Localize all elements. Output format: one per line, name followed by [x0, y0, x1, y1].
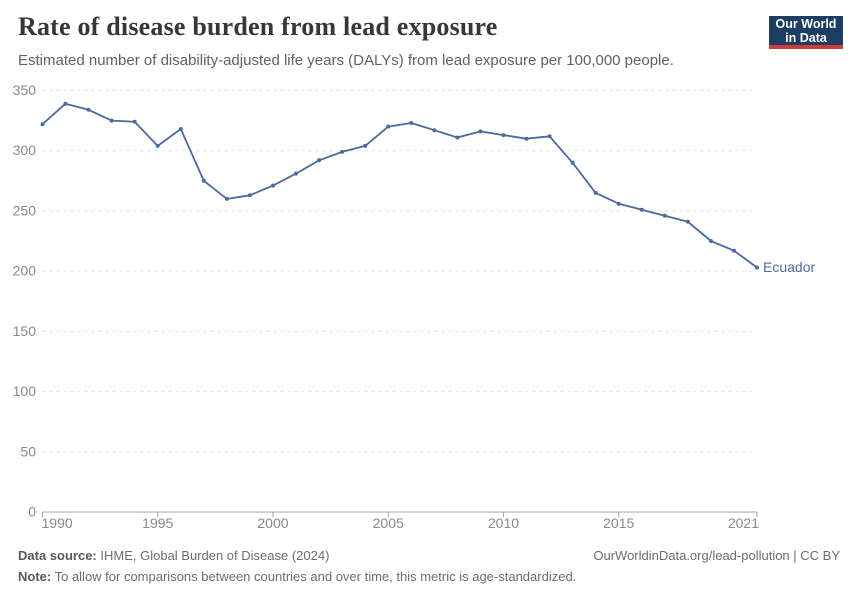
owid-logo-text: Our World in Data	[769, 16, 843, 45]
y-tick-label: 200	[13, 263, 37, 279]
data-point[interactable]	[386, 124, 391, 129]
data-point[interactable]	[224, 196, 229, 201]
data-point[interactable]	[294, 171, 298, 176]
note-line: Note: To allow for comparisons between c…	[18, 569, 576, 584]
data-point[interactable]	[63, 101, 68, 106]
data-source-label: Data source:	[18, 548, 97, 563]
data-point[interactable]	[178, 127, 183, 131]
data-point[interactable]	[317, 158, 322, 163]
x-tick-label: 2000	[257, 515, 288, 531]
data-point[interactable]	[524, 136, 529, 141]
data-point[interactable]	[109, 118, 114, 123]
data-point[interactable]	[732, 248, 736, 253]
x-tick-label: 2010	[488, 515, 519, 531]
data-point[interactable]	[155, 143, 160, 148]
y-tick-label: 150	[13, 323, 37, 339]
data-point[interactable]	[455, 135, 460, 140]
data-point[interactable]	[247, 193, 252, 198]
data-point[interactable]	[86, 107, 91, 112]
x-tick-label: 2021	[728, 515, 759, 531]
page-title: Rate of disease burden from lead exposur…	[18, 12, 498, 41]
data-point[interactable]	[132, 119, 137, 124]
data-point[interactable]	[616, 201, 621, 206]
data-point[interactable]	[478, 129, 483, 134]
data-point[interactable]	[547, 134, 552, 139]
data-point[interactable]	[432, 128, 437, 133]
x-tick-label: 2005	[373, 515, 404, 531]
data-point[interactable]	[340, 149, 345, 154]
data-point[interactable]	[201, 178, 206, 183]
y-tick-label: 50	[20, 443, 36, 459]
owid-url-license-link[interactable]: OurWorldinData.org/lead-pollution | CC B…	[593, 548, 840, 563]
data-point[interactable]	[570, 160, 575, 165]
y-tick-label: 350	[13, 82, 37, 98]
note-label: Note:	[18, 569, 52, 584]
x-tick-label: 1990	[42, 515, 73, 531]
data-point[interactable]	[409, 121, 414, 125]
data-source-value: IHME, Global Burden of Disease (2024)	[96, 548, 330, 563]
x-tick-label: 2015	[603, 515, 634, 531]
entity-label-ecuador[interactable]: Ecuador	[763, 259, 815, 275]
owid-logo-line2: in Data	[785, 30, 827, 45]
y-tick-label: 300	[13, 142, 37, 158]
x-tick-label: 1995	[142, 515, 173, 531]
data-point[interactable]	[755, 265, 759, 270]
y-tick-label: 0	[28, 504, 36, 520]
data-point[interactable]	[501, 133, 506, 138]
data-point[interactable]	[271, 183, 275, 188]
data-point[interactable]	[593, 190, 598, 195]
owid-logo-red-strip	[769, 45, 843, 49]
data-point[interactable]	[685, 219, 690, 224]
chart-subtitle: Estimated number of disability-adjusted …	[18, 52, 674, 69]
trend-line-ecuador	[41, 102, 758, 269]
note-value: To allow for comparisons between countri…	[51, 569, 577, 584]
data-source-line: Data source: IHME, Global Burden of Dise…	[18, 548, 329, 563]
data-point[interactable]	[40, 122, 45, 127]
data-point[interactable]	[708, 239, 713, 243]
owid-logo-line1: Our World	[775, 17, 837, 31]
y-tick-label: 250	[13, 202, 37, 218]
owid-logo[interactable]: Our World in Data	[769, 16, 843, 49]
data-point[interactable]	[662, 213, 667, 218]
data-point[interactable]	[639, 207, 644, 212]
y-tick-label: 100	[13, 383, 37, 399]
data-point[interactable]	[363, 143, 368, 148]
